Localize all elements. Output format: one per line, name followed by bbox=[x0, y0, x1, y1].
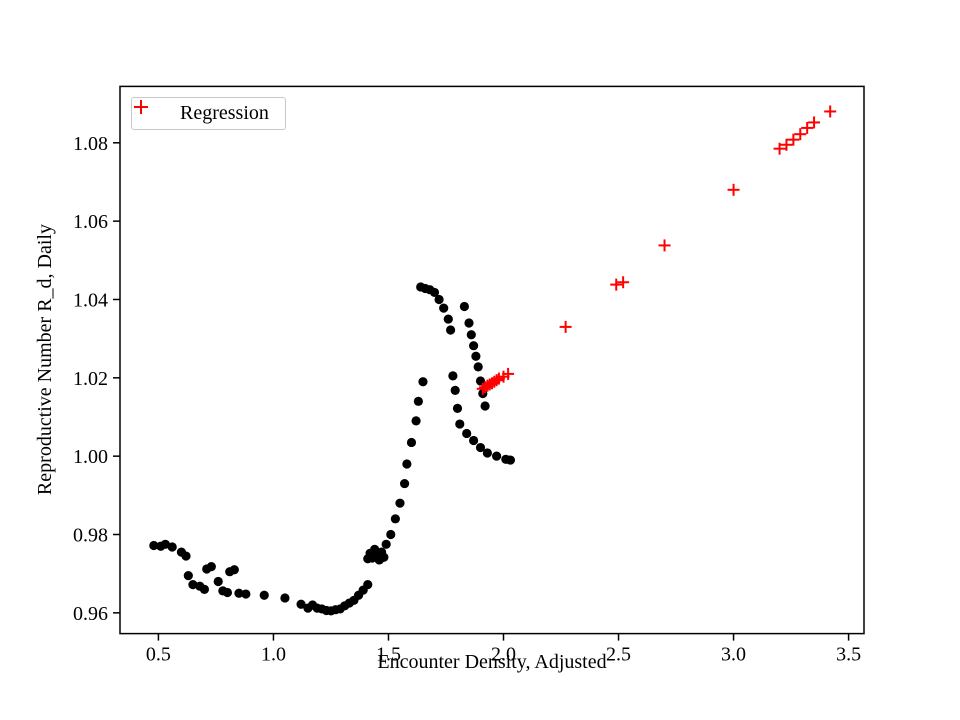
x-tick-label: 1.0 bbox=[261, 644, 286, 666]
y-axis-label-wrap: Reproductive Number R_d, Daily bbox=[34, 0, 57, 720]
data-point bbox=[213, 576, 223, 587]
x-tick-label: 0.5 bbox=[146, 644, 171, 666]
data-point bbox=[445, 325, 456, 335]
data-point bbox=[399, 478, 410, 489]
x-tick-label: 2.0 bbox=[491, 644, 516, 666]
data-point bbox=[149, 540, 159, 551]
legend: Regression bbox=[131, 97, 286, 130]
y-tick-label: 1.04 bbox=[73, 289, 108, 311]
data-point bbox=[413, 396, 423, 406]
y-tick-label: 0.98 bbox=[73, 525, 108, 547]
data-point bbox=[395, 498, 405, 508]
x-tick-label: 1.5 bbox=[376, 644, 401, 666]
data-point bbox=[386, 529, 396, 540]
data-point bbox=[390, 514, 400, 524]
data-point bbox=[466, 330, 476, 340]
data-point bbox=[455, 419, 465, 429]
data-point bbox=[199, 584, 210, 594]
data-point bbox=[280, 593, 290, 603]
data-point bbox=[459, 301, 469, 312]
data-point bbox=[363, 580, 373, 590]
data-point bbox=[464, 318, 474, 328]
data-point bbox=[492, 451, 502, 461]
data-point bbox=[206, 562, 216, 572]
data-point bbox=[181, 551, 191, 561]
data-point bbox=[402, 459, 412, 469]
data-point bbox=[259, 590, 269, 600]
data-point bbox=[468, 435, 479, 446]
x-tick-label: 3.0 bbox=[721, 644, 746, 666]
data-point bbox=[450, 385, 460, 395]
data-point bbox=[473, 362, 483, 372]
data-point bbox=[183, 571, 193, 581]
data-point bbox=[222, 587, 233, 598]
data-point bbox=[468, 341, 479, 351]
data-point bbox=[418, 377, 428, 387]
x-tick-label: 3.5 bbox=[836, 644, 861, 666]
data-point bbox=[462, 428, 472, 439]
y-tick-label: 1.00 bbox=[73, 446, 108, 468]
data-point bbox=[188, 580, 198, 590]
data-point bbox=[229, 565, 239, 575]
data-point bbox=[448, 371, 458, 381]
x-tick-label: 2.5 bbox=[606, 644, 631, 666]
data-point bbox=[434, 294, 444, 305]
data-point bbox=[241, 589, 251, 599]
data-point bbox=[452, 403, 463, 413]
data-point bbox=[475, 442, 486, 453]
y-tick-label: 1.06 bbox=[73, 211, 108, 233]
data-point bbox=[381, 539, 391, 549]
data-point bbox=[482, 448, 492, 458]
data-point bbox=[160, 539, 170, 549]
data-point bbox=[379, 552, 389, 562]
data-point bbox=[439, 303, 449, 313]
y-tick-label: 1.08 bbox=[73, 133, 108, 155]
y-tick-label: 0.96 bbox=[73, 603, 108, 625]
y-tick-label: 1.02 bbox=[73, 368, 108, 390]
axes-frame bbox=[119, 85, 865, 635]
data-point bbox=[406, 437, 417, 448]
data-point bbox=[296, 599, 306, 609]
regression-plus-icon bbox=[134, 100, 168, 125]
data-point bbox=[471, 351, 481, 361]
data-point bbox=[429, 287, 440, 298]
data-point bbox=[167, 542, 177, 552]
y-axis-label: Reproductive Number R_d, Daily bbox=[34, 224, 56, 496]
x-axis-label: Encounter Density, Adjusted bbox=[377, 651, 607, 673]
data-point bbox=[505, 455, 516, 465]
data-point bbox=[480, 401, 490, 411]
data-point bbox=[234, 588, 244, 598]
legend-label: Regression bbox=[180, 102, 269, 124]
data-point bbox=[411, 416, 421, 426]
data-point bbox=[443, 314, 453, 324]
